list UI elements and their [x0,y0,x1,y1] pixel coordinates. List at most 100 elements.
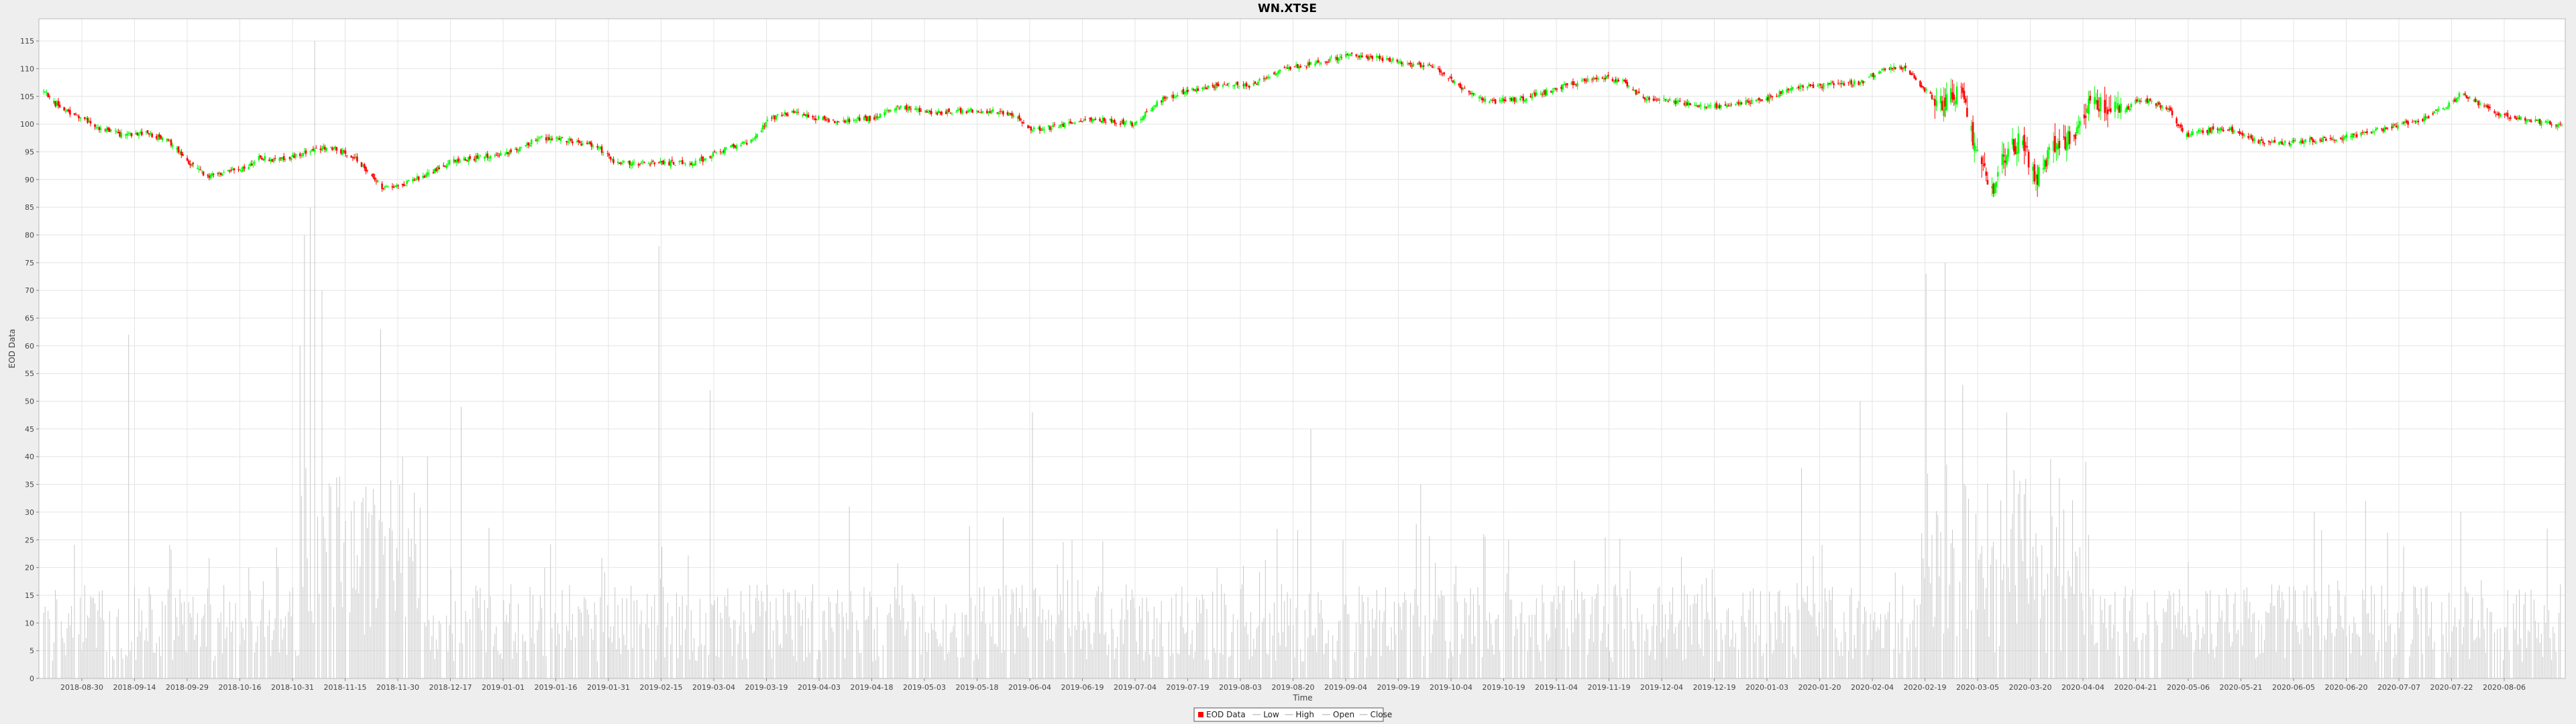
candle-body [2426,117,2428,119]
candle-body [766,119,769,121]
candle-body [873,117,875,120]
candle-body [681,160,684,165]
candle-body [2350,136,2352,137]
candle-body [2520,117,2522,120]
candle-body [864,115,867,118]
candle-body [2514,116,2516,119]
candle-body [2414,121,2416,123]
candle-body [1093,119,1095,121]
candle-body [2526,119,2528,122]
candle-body [1309,62,1312,65]
candle-body [2485,105,2487,107]
candle-body [1858,81,1860,85]
candle-body [643,162,645,164]
candle-body [1882,68,1885,70]
candle-body [1222,84,1224,87]
candle-body [464,159,467,161]
candle-body [227,170,229,172]
candle-body [555,137,557,139]
candle-body [640,162,643,164]
candle-body [1853,80,1856,84]
candle-body [2260,139,2263,141]
candle-body [1212,84,1214,86]
candle-body [1083,119,1085,121]
candle-body [2074,134,2077,139]
candle-body [668,162,670,166]
y-axis: 0 5 10 15 20 25 30 35 40 45 50 55 60 65 70 75 80 85 90 95 10… [20,37,39,683]
candle-body [356,156,358,162]
candle-body [1390,61,1393,62]
candle-body [2487,105,2490,109]
x-tick-label: 2019-03-04 [692,683,735,692]
candle-body [2237,131,2239,133]
candle-body [1391,58,1394,61]
candle-body [1491,100,1494,101]
legend-label: Open [1333,710,1354,719]
x-tick-label: 2019-09-04 [1324,683,1367,692]
candle-body [271,159,274,162]
candle-body [1358,55,1360,58]
candle-body [2434,109,2437,111]
candle-body [2079,121,2081,126]
candle-body [372,173,374,178]
y-tick-label: 65 [25,314,34,323]
candle-body [1419,62,1422,68]
candle-body [2427,116,2430,119]
candle-body [755,135,757,139]
candle-body [517,151,519,152]
candle-body [401,184,404,186]
candle-body [207,174,209,176]
candle-body [2206,129,2208,133]
candle-body [869,115,871,121]
candle-body [293,156,295,158]
candle-body [527,142,530,146]
candle-body [602,152,604,153]
candle-body [1246,84,1249,86]
candle-body [1645,99,1648,101]
x-tick-label: 2019-07-04 [1114,683,1157,692]
candle-body [812,116,814,118]
candle-body [504,154,506,156]
candle-body [1334,56,1337,60]
candle-body [519,147,521,152]
candle-body [2077,125,2080,129]
candle-body [823,115,826,119]
candle-body [958,109,961,110]
candle-body [2314,141,2317,144]
candle-body [89,121,92,124]
candle-body [2198,129,2200,132]
candle-body [1453,81,1456,84]
candle-body [1182,88,1185,95]
candle-body [319,148,322,150]
candle-body [2048,147,2050,150]
candle-body [1326,62,1328,63]
candle-body [2375,128,2377,131]
candle-body [611,158,613,160]
x-tick-label: 2019-01-01 [482,683,525,692]
candle-body [2247,135,2249,138]
candle-body [886,110,889,111]
candle-body [1699,105,1702,107]
candle-body [914,108,916,110]
candle-body [561,137,564,139]
candle-body [1827,82,1829,86]
candle-body [2126,107,2128,113]
candle-body [1564,84,1567,86]
candle-body [2432,113,2434,115]
candle-body [2453,100,2455,102]
candle-body [2319,139,2321,141]
candle-body [680,160,682,162]
candle-body [582,143,584,145]
candle-body [1921,85,1923,87]
candle-body [158,134,160,137]
candle-body [2055,145,2057,149]
candle-body [579,141,581,143]
candle-body [125,134,127,136]
candle-body [957,109,959,112]
candle-body [1849,80,1851,82]
candle-body [474,156,477,162]
candle-body [1248,85,1250,88]
candle-body [126,133,128,136]
candle-body [959,108,962,113]
candle-body [2021,140,2024,145]
